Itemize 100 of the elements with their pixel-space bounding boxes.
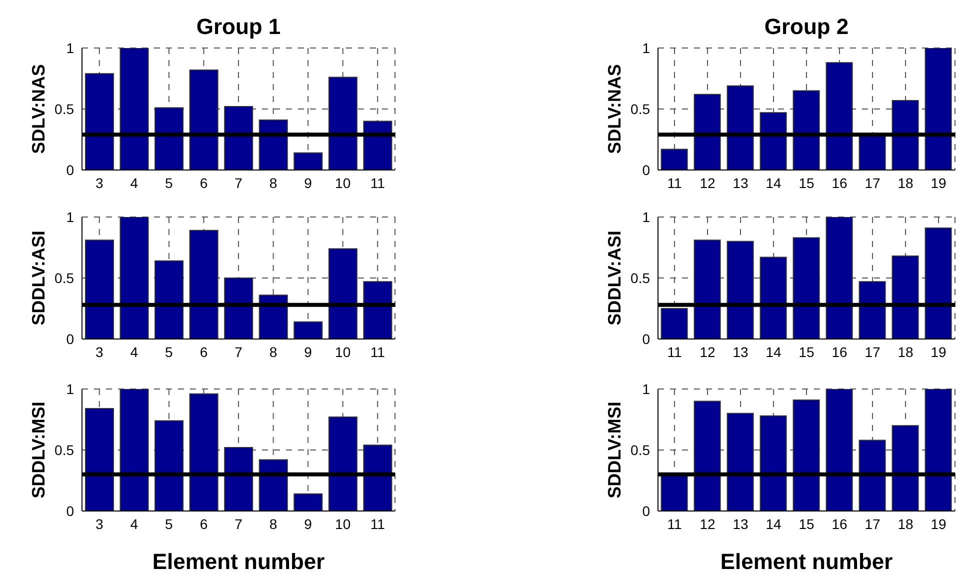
x-axis-title: Element number: [152, 549, 326, 573]
bar: [660, 148, 688, 170]
x-tick-label: 14: [766, 174, 782, 191]
y-tick-label: 0.5: [630, 270, 650, 286]
bar: [726, 240, 754, 339]
x-tick-label: 19: [930, 516, 946, 532]
x-tick-label: 13: [732, 344, 748, 360]
x-tick-label: 9: [304, 516, 312, 532]
bar: [120, 389, 149, 511]
y-tick-label: 0: [642, 330, 650, 347]
x-tick-label: 10: [335, 344, 351, 360]
x-tick-label: 12: [700, 516, 716, 532]
bar: [892, 100, 919, 170]
y-axis-title: SDDLV:ASI: [604, 230, 624, 326]
bar: [924, 48, 952, 170]
bar: [120, 48, 149, 170]
x-tick-label: 8: [269, 344, 278, 360]
y-tick-label: 0: [642, 162, 650, 178]
y-tick-label: 1: [66, 40, 74, 56]
x-tick-label: 10: [335, 174, 351, 191]
y-tick-label: 1: [642, 380, 650, 397]
bar: [294, 321, 323, 339]
x-tick-label: 14: [766, 344, 782, 360]
y-tick-label: 0.5: [54, 270, 74, 286]
x-tick-label: 16: [832, 174, 848, 191]
chart-title: Group 1: [195, 14, 282, 40]
x-tick-label: 5: [165, 174, 174, 191]
y-tick-label: 0.5: [630, 100, 650, 117]
bar: [694, 400, 721, 511]
x-tick-label: 15: [798, 174, 814, 191]
x-tick-label: 7: [234, 174, 243, 191]
x-tick-label: 8: [269, 516, 278, 532]
x-tick-label: 3: [95, 344, 104, 360]
x-tick-label: 4: [130, 344, 138, 360]
y-tick-label: 0: [66, 502, 74, 519]
bar: [726, 85, 754, 170]
bar: [84, 73, 114, 170]
y-tick-label: 0.5: [54, 442, 74, 458]
bar: [694, 240, 721, 339]
bar: [924, 389, 952, 511]
bar: [84, 240, 114, 339]
x-tick-label: 10: [335, 516, 351, 532]
bar: [120, 217, 149, 339]
bar: [294, 493, 323, 511]
x-tick-label: 11: [370, 344, 386, 360]
x-tick-label: 18: [898, 516, 914, 532]
y-tick-label: 1: [66, 380, 74, 397]
bar: [189, 230, 218, 339]
y-axis-title: SDDLV:MSI: [604, 402, 624, 498]
bar: [224, 278, 254, 339]
x-tick-label: 15: [798, 516, 814, 532]
bar: [892, 425, 919, 511]
x-tick-label: 4: [130, 174, 138, 191]
bar: [760, 415, 787, 511]
bar: [792, 399, 820, 511]
y-tick-label: 0: [642, 502, 650, 519]
x-tick-label: 7: [234, 344, 243, 360]
bar: [924, 227, 952, 339]
x-tick-label: 16: [832, 516, 848, 532]
x-tick-label: 5: [165, 516, 174, 532]
bar: [792, 237, 820, 339]
bar: [826, 217, 853, 339]
bar: [154, 420, 184, 511]
x-tick-label: 3: [95, 516, 104, 532]
x-tick-label: 13: [732, 516, 748, 532]
x-tick-label: 9: [304, 344, 312, 360]
x-tick-label: 6: [200, 174, 208, 191]
x-tick-label: 5: [165, 344, 174, 360]
bar: [892, 256, 919, 339]
x-tick-label: 17: [864, 516, 880, 532]
bar: [826, 389, 853, 511]
x-tick-label: 11: [667, 344, 682, 360]
x-tick-label: 9: [304, 174, 312, 191]
x-tick-label: 19: [930, 344, 946, 360]
x-tick-label: 6: [200, 344, 208, 360]
x-tick-label: 12: [700, 174, 716, 191]
y-tick-label: 0.5: [54, 100, 74, 117]
x-tick-label: 14: [766, 516, 782, 532]
y-axis-title: SDLV:NAS: [604, 64, 624, 154]
bar: [154, 107, 184, 170]
x-tick-label: 17: [864, 174, 880, 191]
x-tick-label: 7: [234, 516, 243, 532]
bar: [258, 119, 288, 170]
bar: [792, 90, 820, 170]
bar: [826, 62, 853, 170]
bar: [258, 459, 288, 511]
bar: [858, 281, 886, 339]
x-tick-label: 16: [832, 344, 848, 360]
y-tick-label: 0: [66, 330, 74, 347]
x-tick-label: 18: [898, 344, 914, 360]
bar: [760, 112, 787, 170]
y-tick-label: 1: [66, 208, 74, 225]
x-tick-label: 3: [95, 174, 104, 191]
bar: [328, 416, 358, 511]
x-tick-label: 6: [200, 516, 208, 532]
y-axis-title: SDDLV:ASI: [28, 230, 48, 326]
bar: [363, 444, 392, 511]
bar: [154, 260, 184, 339]
bar: [189, 69, 218, 170]
bar: [760, 256, 787, 339]
